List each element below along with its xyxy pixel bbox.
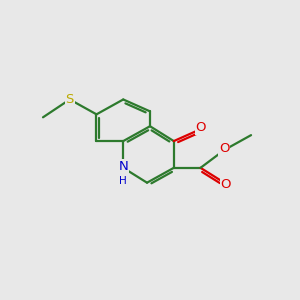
Text: S: S: [66, 93, 74, 106]
Text: O: O: [195, 121, 206, 134]
Text: H: H: [119, 176, 127, 186]
Text: O: O: [220, 178, 231, 191]
Text: N: N: [118, 160, 128, 173]
Text: O: O: [219, 142, 230, 155]
